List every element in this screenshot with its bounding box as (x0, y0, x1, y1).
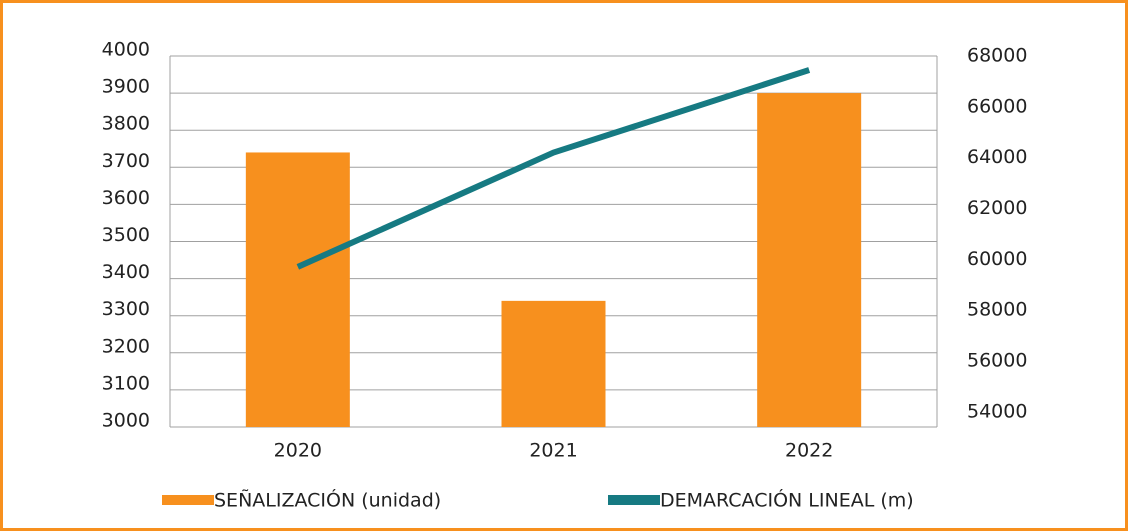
y2-tick-label: 62000 (967, 197, 1027, 219)
bar (501, 300, 606, 427)
y2-tick-label: 64000 (967, 146, 1027, 168)
y-tick-label: 3200 (102, 335, 150, 357)
y-tick-label: 3600 (102, 187, 150, 209)
bar (757, 93, 862, 427)
bar (245, 152, 350, 427)
y-tick-label: 3900 (102, 76, 150, 98)
y-tick-label: 3700 (102, 150, 150, 172)
x-tick-label: 2021 (529, 440, 577, 462)
y-tick-label: 3800 (102, 113, 150, 135)
y-tick-label: 3300 (102, 298, 150, 320)
y-tick-label: 3000 (102, 410, 150, 432)
y2-tick-label: 60000 (967, 248, 1027, 270)
line (296, 67, 811, 270)
y2-tick-label: 66000 (967, 95, 1027, 117)
y-tick-label: 3500 (102, 224, 150, 246)
legend-swatch (608, 495, 660, 505)
legend-swatch (162, 495, 214, 505)
y2-tick-label: 58000 (967, 299, 1027, 321)
y-tick-label: 3100 (102, 372, 150, 394)
y2-tick-label: 68000 (967, 45, 1027, 67)
legend-label: DEMARCACIÓN LINEAL (m) (660, 488, 914, 512)
y2-tick-label: 54000 (967, 400, 1027, 422)
y-tick-label: 4000 (102, 39, 150, 61)
x-tick-label: 2020 (274, 440, 322, 462)
legend-label: SEÑALIZACIÓN (unidad) (214, 488, 441, 512)
x-tick-label: 2022 (785, 440, 833, 462)
y-tick-label: 3400 (102, 261, 150, 283)
y2-tick-label: 56000 (967, 349, 1027, 371)
